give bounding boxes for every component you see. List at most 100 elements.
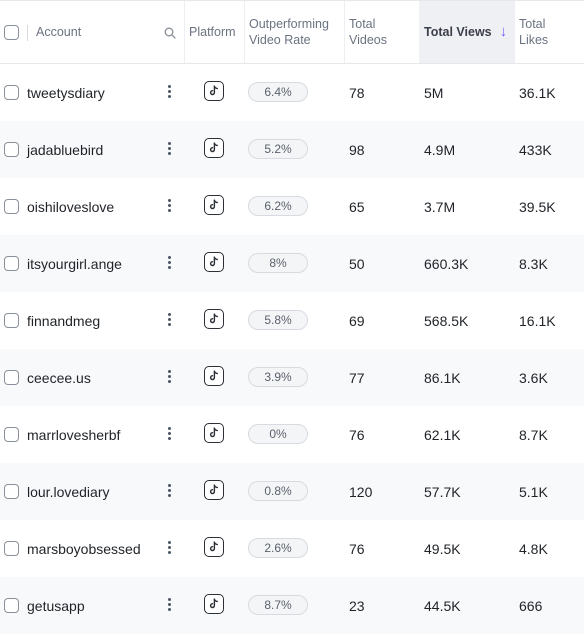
total-videos-value: 77: [349, 369, 365, 386]
row-checkbox[interactable]: [4, 142, 19, 157]
more-options-icon[interactable]: [165, 85, 173, 101]
tiktok-icon: [204, 423, 224, 443]
more-options-icon[interactable]: [165, 370, 173, 386]
account-name[interactable]: ceecee.us: [27, 369, 91, 386]
column-header-account[interactable]: Account: [36, 25, 82, 39]
table-row[interactable]: oishiloveslove 6.2% 65 3.7M 39.5K: [0, 178, 584, 235]
row-checkbox[interactable]: [4, 85, 19, 100]
total-videos-value: 23: [349, 597, 365, 614]
total-views-value: 568.5K: [424, 312, 469, 329]
more-options-icon[interactable]: [165, 313, 173, 329]
row-checkbox[interactable]: [4, 484, 19, 499]
outperforming-rate-badge: 5.8%: [248, 310, 308, 330]
outperforming-rate-badge: 0.8%: [248, 481, 308, 501]
outperforming-rate-badge: 8%: [248, 253, 308, 273]
table-row[interactable]: getusapp 8.7% 23 44.5K 666: [0, 577, 584, 634]
tiktok-icon: [204, 252, 224, 272]
total-videos-value: 76: [349, 540, 365, 557]
select-all-checkbox[interactable]: [4, 25, 19, 40]
sort-descending-icon: ↓: [499, 23, 508, 40]
outperforming-rate-badge: 6.2%: [248, 196, 308, 216]
tiktok-icon: [204, 537, 224, 557]
table-row[interactable]: itsyourgirl.ange 8% 50 660.3K 8.3K: [0, 235, 584, 292]
total-videos-value: 69: [349, 312, 365, 329]
total-likes-value: 3.6K: [519, 369, 548, 386]
tiktok-icon: [204, 594, 224, 614]
total-videos-value: 65: [349, 198, 365, 215]
row-checkbox[interactable]: [4, 313, 19, 328]
total-views-value: 4.9M: [424, 141, 456, 158]
total-views-value: 3.7M: [424, 198, 456, 215]
search-icon[interactable]: [164, 27, 176, 39]
total-views-value: 49.5K: [424, 540, 461, 557]
table-body: tweetysdiary 6.4% 78 5M 36.1K jadabluebi…: [0, 64, 584, 634]
more-options-icon[interactable]: [165, 256, 173, 272]
row-checkbox[interactable]: [4, 256, 19, 271]
column-header-total-views[interactable]: Total Views ↓: [419, 1, 515, 63]
account-name[interactable]: itsyourgirl.ange: [27, 255, 122, 272]
column-header-total-videos[interactable]: Total Videos: [349, 17, 387, 47]
tiktok-icon: [204, 81, 224, 101]
more-options-icon[interactable]: [165, 427, 173, 443]
tiktok-icon: [204, 480, 224, 500]
outperforming-rate-badge: 6.4%: [248, 82, 308, 102]
table-row[interactable]: marrlovesherbf 0% 76 62.1K 8.7K: [0, 406, 584, 463]
total-videos-value: 50: [349, 255, 365, 272]
tiktok-icon: [204, 138, 224, 158]
row-checkbox[interactable]: [4, 541, 19, 556]
account-name[interactable]: getusapp: [27, 597, 85, 614]
outperforming-rate-badge: 0%: [248, 424, 308, 444]
total-views-value: 660.3K: [424, 255, 469, 272]
column-header-total-likes[interactable]: Total Likes: [519, 17, 549, 47]
total-likes-value: 4.8K: [519, 540, 548, 557]
account-name[interactable]: jadabluebird: [27, 141, 104, 158]
table-header: Account Platform Outperforming Video Rat…: [0, 0, 584, 64]
row-checkbox[interactable]: [4, 427, 19, 442]
total-views-value: 57.7K: [424, 483, 461, 500]
table-row[interactable]: tweetysdiary 6.4% 78 5M 36.1K: [0, 64, 584, 121]
account-name[interactable]: lour.lovediary: [27, 483, 110, 500]
account-name[interactable]: marrlovesherbf: [27, 426, 121, 443]
row-checkbox[interactable]: [4, 598, 19, 613]
tiktok-icon: [204, 366, 224, 386]
account-name[interactable]: finnandmeg: [27, 312, 101, 329]
tiktok-icon: [204, 195, 224, 215]
total-views-value: 62.1K: [424, 426, 461, 443]
table-row[interactable]: jadabluebird 5.2% 98 4.9M 433K: [0, 121, 584, 178]
table-row[interactable]: ceecee.us 3.9% 77 86.1K 3.6K: [0, 349, 584, 406]
total-likes-value: 8.7K: [519, 426, 548, 443]
total-videos-value: 98: [349, 141, 365, 158]
column-divider: [184, 1, 185, 63]
total-likes-value: 36.1K: [519, 84, 556, 101]
total-likes-value: 8.3K: [519, 255, 548, 272]
outperforming-rate-badge: 5.2%: [248, 139, 308, 159]
account-name[interactable]: oishiloveslove: [27, 198, 115, 215]
column-divider: [344, 1, 345, 63]
table-row[interactable]: finnandmeg 5.8% 69 568.5K 16.1K: [0, 292, 584, 349]
total-likes-value: 433K: [519, 141, 552, 158]
total-likes-value: 16.1K: [519, 312, 556, 329]
more-options-icon[interactable]: [165, 541, 173, 557]
column-divider: [514, 1, 515, 63]
more-options-icon[interactable]: [165, 484, 173, 500]
tiktok-icon: [204, 309, 224, 329]
account-name[interactable]: marsboyobsessed: [27, 540, 141, 557]
row-checkbox[interactable]: [4, 370, 19, 385]
column-header-outperforming-video-rate[interactable]: Outperforming Video Rate: [249, 17, 329, 47]
total-likes-value: 5.1K: [519, 483, 548, 500]
outperforming-rate-badge: 3.9%: [248, 367, 308, 387]
total-views-value: 44.5K: [424, 597, 461, 614]
account-name[interactable]: tweetysdiary: [27, 84, 105, 101]
total-videos-value: 120: [349, 483, 373, 500]
column-header-platform[interactable]: Platform: [189, 25, 236, 39]
more-options-icon[interactable]: [165, 598, 173, 614]
total-views-value: 86.1K: [424, 369, 461, 386]
more-options-icon[interactable]: [165, 142, 173, 158]
column-divider: [244, 1, 245, 63]
table-row[interactable]: lour.lovediary 0.8% 120 57.7K 5.1K: [0, 463, 584, 520]
row-checkbox[interactable]: [4, 199, 19, 214]
table-row[interactable]: marsboyobsessed 2.6% 76 49.5K 4.8K: [0, 520, 584, 577]
outperforming-rate-badge: 8.7%: [248, 595, 308, 615]
more-options-icon[interactable]: [165, 199, 173, 215]
